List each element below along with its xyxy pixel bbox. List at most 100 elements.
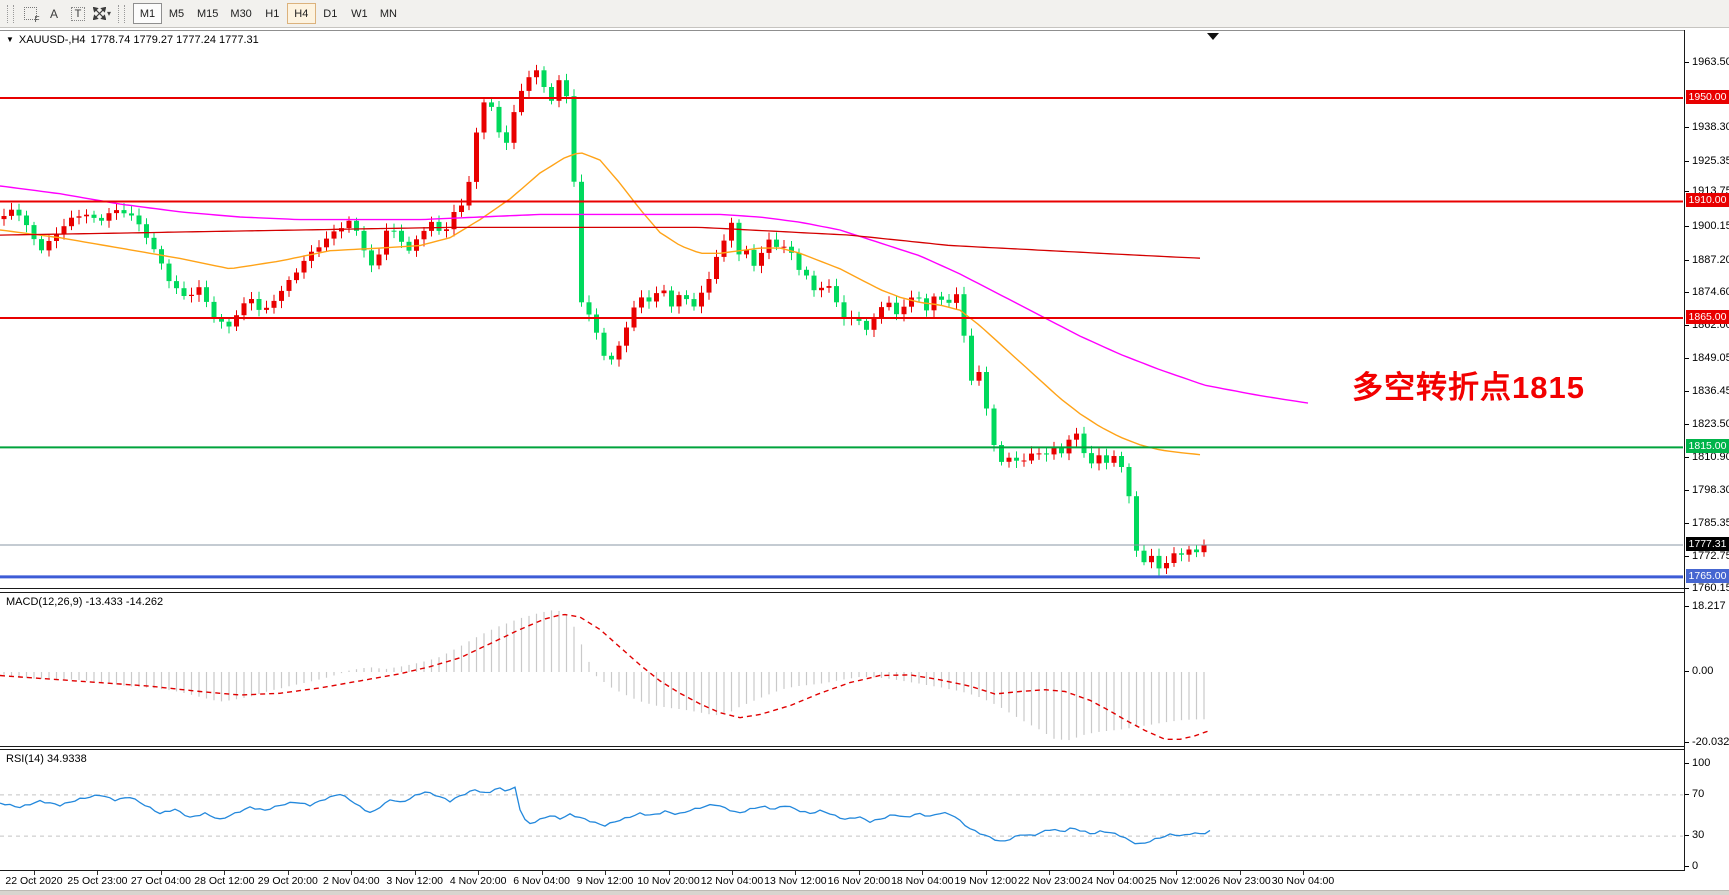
candle-body	[309, 251, 314, 261]
candle-body	[256, 299, 262, 310]
axis-tick-mark	[1685, 489, 1689, 491]
axis-tick-mark	[1685, 588, 1689, 590]
axis-tick-mark	[1685, 866, 1689, 867]
candle-body	[354, 220, 359, 231]
candle-body	[316, 247, 322, 252]
timeframe-button-h1[interactable]: H1	[265, 7, 280, 20]
rsi-line	[0, 786, 1211, 845]
price-chart-canvas[interactable]	[0, 31, 1684, 590]
candle-body	[834, 286, 839, 303]
candle-body	[294, 272, 299, 281]
axis-tick-label: 18.217	[1692, 600, 1726, 613]
axis-tick-label: 1900.15	[1692, 219, 1729, 232]
macd-signal-dashed-line	[0, 613, 1211, 740]
candle-body	[736, 222, 742, 255]
candle-body	[24, 215, 29, 226]
candle-body	[819, 287, 824, 291]
timeframe-button-d1[interactable]: D1	[323, 7, 338, 20]
timeframe-button-m1[interactable]: M1	[133, 3, 162, 24]
candle-body	[1096, 455, 1102, 464]
axis-tick-label: 0.00	[1692, 665, 1714, 677]
time-tick-label: 6 Nov 04:00	[513, 875, 570, 887]
rsi-indicator-panel[interactable]	[0, 749, 1684, 871]
symbol-period-text: XAUUSD-,H4	[18, 34, 86, 46]
candle-body	[961, 294, 967, 336]
time-tick-mark	[1176, 871, 1178, 875]
rsi-canvas[interactable]	[0, 750, 1684, 872]
chart-shift-marker-icon[interactable]	[1207, 33, 1219, 40]
candle-body	[1171, 553, 1177, 563]
text-box-icon[interactable]: T	[66, 3, 90, 24]
axis-tick-label: 1798.30	[1692, 483, 1729, 496]
candle-body	[781, 246, 787, 248]
toolbar-drag-handle[interactable]	[7, 4, 14, 23]
candle-body	[654, 293, 659, 302]
candle-body	[1149, 555, 1154, 563]
candle-body	[999, 445, 1004, 462]
window-bottom-edge	[0, 890, 1729, 895]
time-tick-label: 27 Oct 04:00	[130, 875, 191, 887]
ma-slow-red-line	[0, 226, 1201, 259]
text-label-icon[interactable]: A	[49, 6, 58, 21]
macd-label: MACD(12,26,9) -13.433 -14.262	[6, 596, 164, 608]
candle-body	[1194, 549, 1199, 553]
candle-body	[511, 112, 517, 143]
candle-body	[1201, 545, 1207, 553]
candle-body	[241, 303, 247, 316]
candle-body	[901, 306, 907, 315]
time-tick-label: 18 Nov 04:00	[891, 875, 954, 887]
timeframe-button-m30[interactable]: M30	[230, 7, 252, 20]
candle-body	[639, 297, 644, 308]
time-tick-mark	[922, 871, 924, 875]
dropdown-caret-icon[interactable]: ▾	[106, 9, 111, 18]
timeframe-button-m15[interactable]: M15	[197, 7, 219, 20]
candle-body	[661, 290, 667, 294]
collapse-triangle-icon[interactable]: ▼	[6, 34, 14, 44]
candle-body	[361, 230, 367, 251]
timeframe-button-mn[interactable]: MN	[379, 7, 397, 20]
toolbar: F A T ▾ M1 M5 M15 M30 H1 H4 D1 W1 MN	[0, 0, 1729, 28]
macd-canvas[interactable]	[0, 593, 1684, 748]
candle-body	[1089, 453, 1094, 464]
time-tick-mark	[351, 871, 353, 875]
candle-body	[466, 181, 472, 206]
candle-body	[669, 290, 674, 307]
candle-body	[841, 302, 847, 319]
time-axis-scale[interactable]: 22 Oct 2020 25 Oct 23:00 27 Oct 04:00 28 Oc…	[0, 871, 1729, 890]
candle-body	[744, 249, 749, 255]
candle-body	[84, 214, 89, 217]
axis-tick-label: 1938.30	[1692, 121, 1729, 134]
arrows-tool-icon[interactable]: ▾	[90, 3, 114, 24]
candle-body	[774, 239, 779, 247]
candle-body	[864, 320, 869, 330]
candle-body	[526, 77, 532, 91]
price-chart-panel[interactable]	[0, 30, 1684, 589]
candle-body	[496, 106, 502, 133]
axis-tick-mark	[1685, 390, 1689, 392]
candle-body	[826, 286, 832, 288]
timeframe-toolbar-handle[interactable]	[118, 4, 125, 23]
candle-body	[984, 372, 989, 409]
candle-body	[279, 290, 284, 301]
timeframe-button-h4[interactable]: H4	[286, 3, 316, 24]
candle-body	[376, 254, 382, 266]
candle-body	[129, 213, 134, 216]
current-price-badge: 1777.31	[1686, 536, 1729, 551]
price-axis-scale[interactable]: 1963.50 1938.30 1925.35 1913.75 1900.15 1887.…	[1684, 30, 1729, 872]
candle-body	[384, 230, 389, 255]
candle-body	[9, 209, 14, 216]
timeframe-button-w1[interactable]: W1	[351, 7, 368, 20]
axis-tick-label: 30	[1692, 829, 1705, 842]
timeframe-button-group: M1 M5 M15 M30 H1 H4 D1 W1 MN	[133, 3, 403, 24]
objects-grid-icon[interactable]: F	[18, 3, 42, 24]
axis-tick-label: -20.032	[1692, 735, 1729, 748]
axis-tick-mark	[1685, 835, 1689, 837]
axis-tick-label: 1810.90	[1692, 451, 1729, 464]
candle-body	[1014, 457, 1019, 461]
time-tick-mark	[795, 871, 797, 875]
candle-body	[459, 205, 464, 212]
timeframe-button-m5[interactable]: M5	[168, 7, 185, 20]
macd-indicator-panel[interactable]	[0, 592, 1684, 747]
axis-tick-mark	[1685, 555, 1689, 557]
rsi-label: RSI(14) 34.9338	[6, 753, 87, 765]
